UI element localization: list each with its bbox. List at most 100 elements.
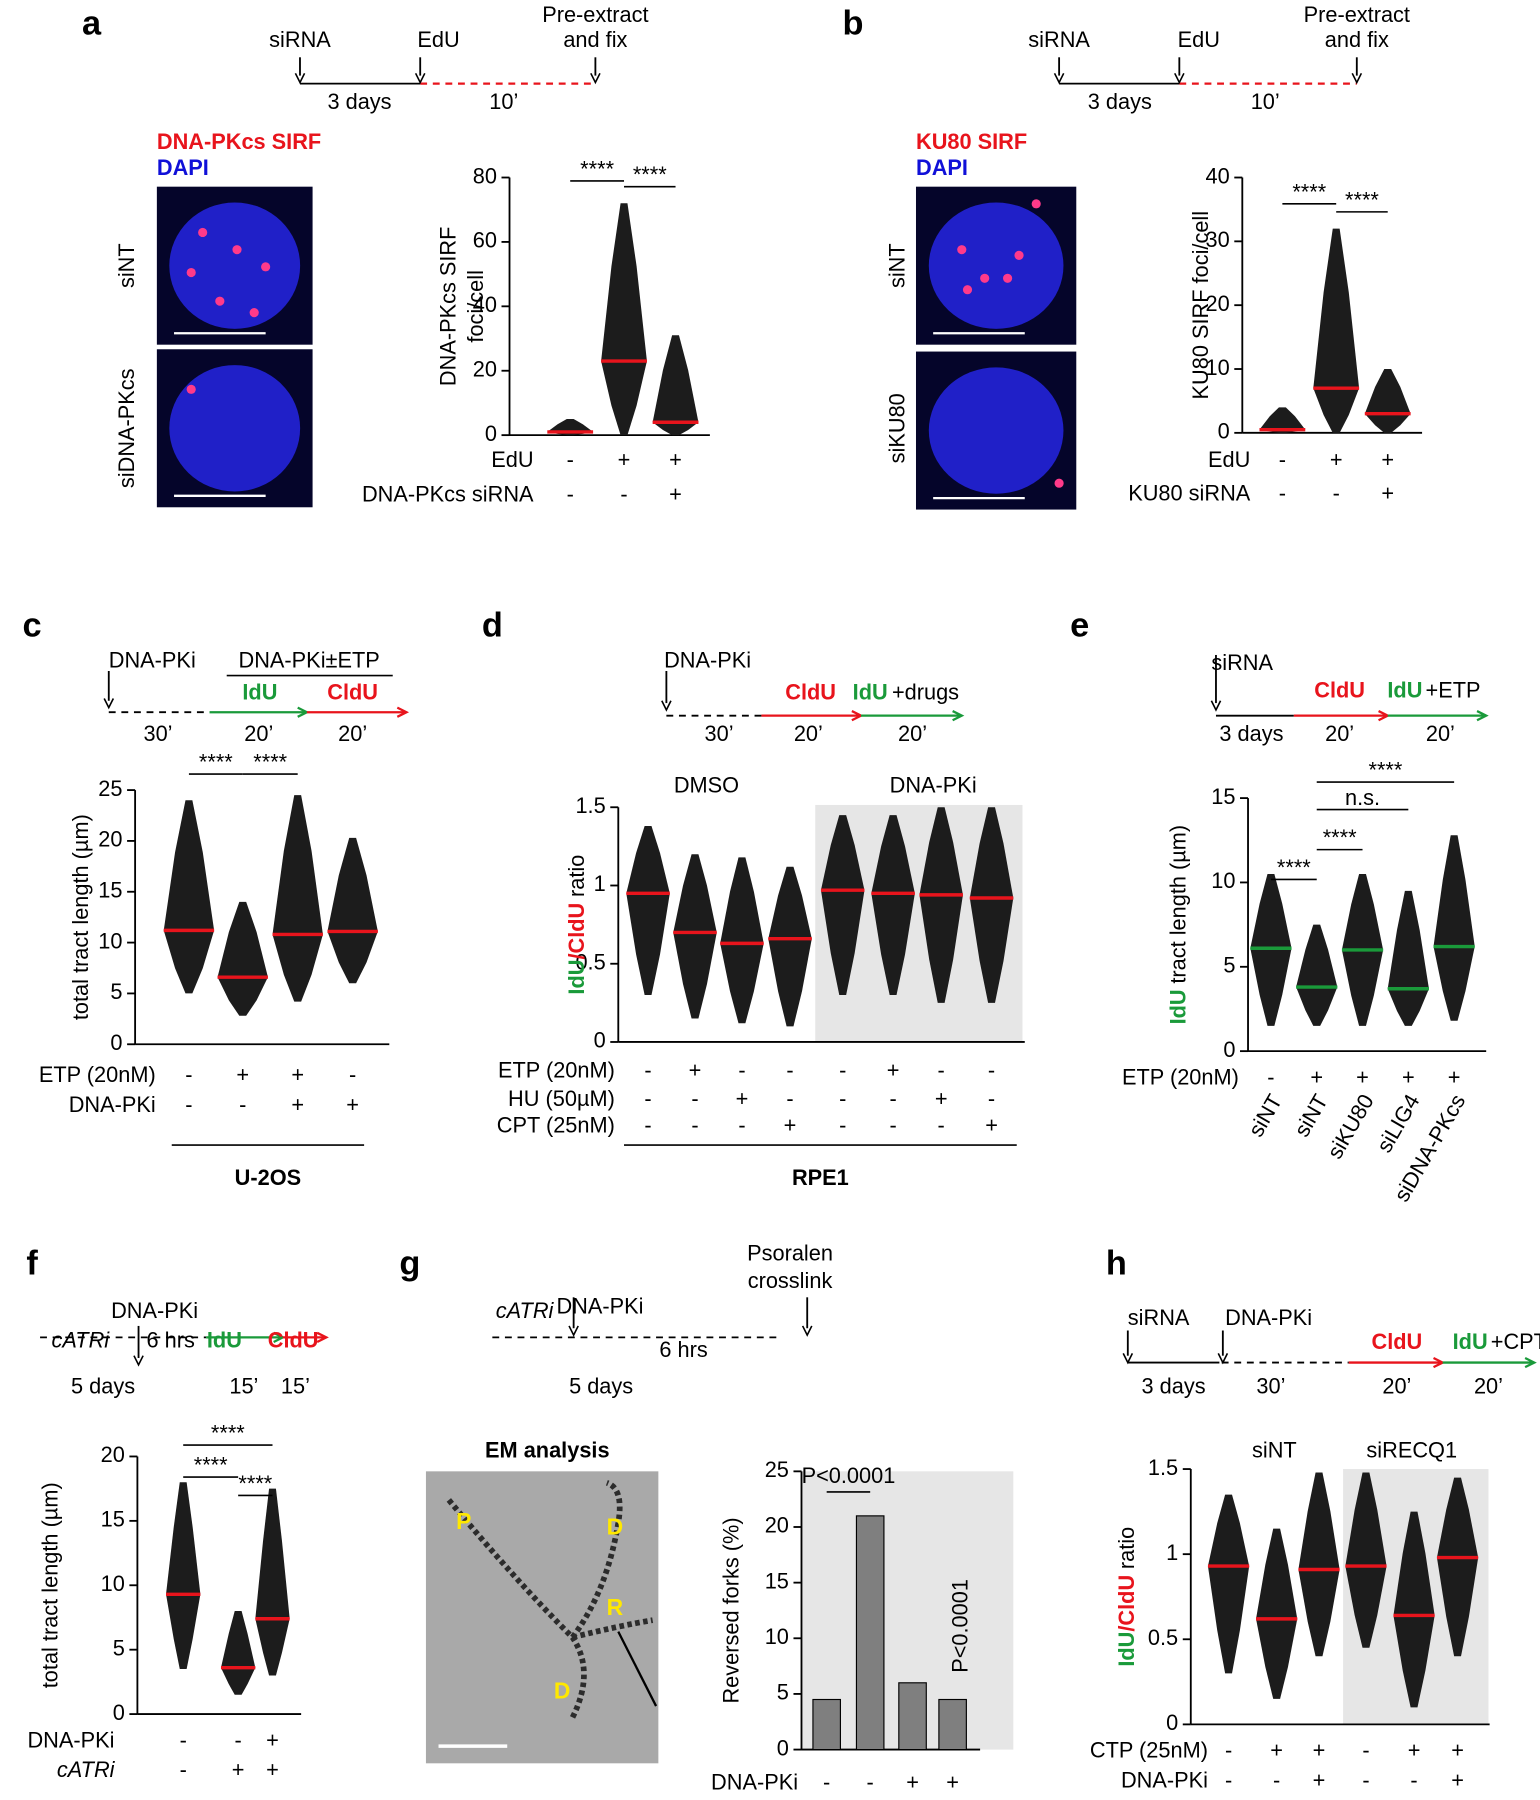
condition-value: + [1451, 1738, 1464, 1763]
dot-cloud [1364, 369, 1411, 433]
y-tick-label: 0 [1166, 1710, 1178, 1735]
focus [980, 273, 990, 283]
arrow-head [568, 1325, 579, 1337]
dot-cloud [601, 203, 647, 436]
condition-value: - [567, 447, 574, 472]
y-tick-label: 25 [98, 776, 122, 801]
condition-value: + [784, 1112, 797, 1137]
y-axis-label: foci/cell [463, 270, 488, 343]
condition-value: - [349, 1062, 356, 1087]
condition-value: + [1408, 1738, 1421, 1763]
condition-value: + [1402, 1064, 1415, 1089]
arrow-head [1476, 710, 1489, 722]
y-tick-label: 0 [1223, 1037, 1235, 1062]
condition-value: - [1362, 1767, 1369, 1792]
x-tick-label: siNT [1243, 1090, 1287, 1141]
arrow-head [801, 1325, 813, 1337]
label: and fix [1325, 27, 1389, 52]
annotation: P<0.0001 [802, 1463, 896, 1488]
arrow-head [952, 710, 965, 722]
condition-value: + [1330, 447, 1343, 472]
condition-value: + [1356, 1064, 1369, 1089]
focus [232, 245, 242, 255]
y-tick-label: 25 [765, 1457, 789, 1482]
label: siRNA [1028, 27, 1090, 52]
focus [962, 285, 973, 295]
label: cATRi [52, 1328, 111, 1353]
image-legend: DAPI [157, 155, 209, 180]
label: CldU [1372, 1329, 1423, 1354]
image-legend: DNA-PKcs SIRF [157, 129, 321, 154]
x-tick-label: siKU80 [1322, 1090, 1379, 1163]
condition-value: + [935, 1086, 948, 1111]
y-axis-label-part: ratio [564, 855, 589, 897]
label: CldU [785, 680, 836, 705]
y-tick-label: 0 [777, 1735, 789, 1760]
condition-value: + [346, 1092, 359, 1117]
y-axis-label: IdU/CldU ratio [1114, 1527, 1139, 1667]
y-tick-label: 10 [1211, 868, 1235, 893]
label: EdU [417, 27, 459, 52]
condition-name: ETP (20nM) [498, 1057, 615, 1082]
image-row-label: siNT [885, 243, 910, 288]
condition-value: + [1270, 1738, 1283, 1763]
y-axis-label-part: IdU [564, 960, 589, 995]
label: 20’ [898, 721, 927, 746]
label: DNA-PKi [1225, 1305, 1312, 1330]
bar [938, 1698, 967, 1751]
condition-value: + [1381, 447, 1394, 472]
panel-letter: e [1070, 607, 1089, 645]
condition-value: + [266, 1727, 279, 1752]
label: 3 days [1142, 1374, 1206, 1399]
label: Psoralen [747, 1241, 833, 1266]
focus [249, 308, 259, 318]
arrow-head [1351, 72, 1363, 85]
significance-label: **** [1292, 179, 1326, 204]
dot-cloud [1433, 835, 1475, 1021]
y-axis-label-part: /CldU [564, 903, 589, 960]
dot-cloud [919, 807, 963, 1003]
em-label: D [554, 1677, 571, 1703]
label: DNA-PKi [556, 1293, 643, 1318]
y-tick-label: 60 [473, 228, 497, 253]
condition-value: - [1333, 480, 1340, 505]
condition-value: + [232, 1757, 245, 1782]
arrow-head [396, 706, 410, 718]
condition-value: - [644, 1112, 651, 1137]
significance-label: **** [238, 1471, 272, 1496]
label: 20’ [1325, 721, 1354, 746]
y-tick-label: 15 [101, 1507, 125, 1532]
condition-value: - [738, 1057, 745, 1082]
label: IdU [853, 680, 888, 705]
condition-value: - [889, 1112, 896, 1137]
condition-value: + [906, 1770, 919, 1795]
dot-cloud [1393, 1511, 1435, 1708]
condition-value: - [839, 1057, 846, 1082]
condition-value: - [644, 1086, 651, 1111]
dot-cloud [220, 1611, 256, 1695]
label: cATRi [496, 1298, 555, 1323]
condition-value: - [180, 1727, 187, 1752]
focus [215, 296, 225, 306]
significance-label: **** [1277, 855, 1311, 880]
y-tick-label: 5 [110, 979, 122, 1004]
arrow-head [1524, 1356, 1537, 1369]
y-tick-label: 30 [1206, 227, 1230, 252]
significance-label: **** [1368, 758, 1402, 783]
label: 20’ [1382, 1374, 1411, 1399]
y-tick-label: 0 [1218, 419, 1230, 444]
condition-value: - [823, 1770, 830, 1795]
y-tick-label: 1 [594, 871, 606, 896]
panel-letter: g [399, 1244, 420, 1282]
bar [898, 1682, 927, 1751]
condition-value: - [839, 1086, 846, 1111]
condition-value: + [266, 1757, 279, 1782]
panel-letter: a [82, 4, 102, 42]
label: DNA-PKi [111, 1298, 198, 1323]
group-header: siNT [1252, 1438, 1297, 1463]
dot-cloud [217, 901, 268, 1016]
dot-cloud [1256, 1528, 1298, 1699]
label: 3 days [327, 89, 391, 114]
dot-cloud [166, 1482, 201, 1669]
image-title: EM analysis [485, 1438, 610, 1463]
